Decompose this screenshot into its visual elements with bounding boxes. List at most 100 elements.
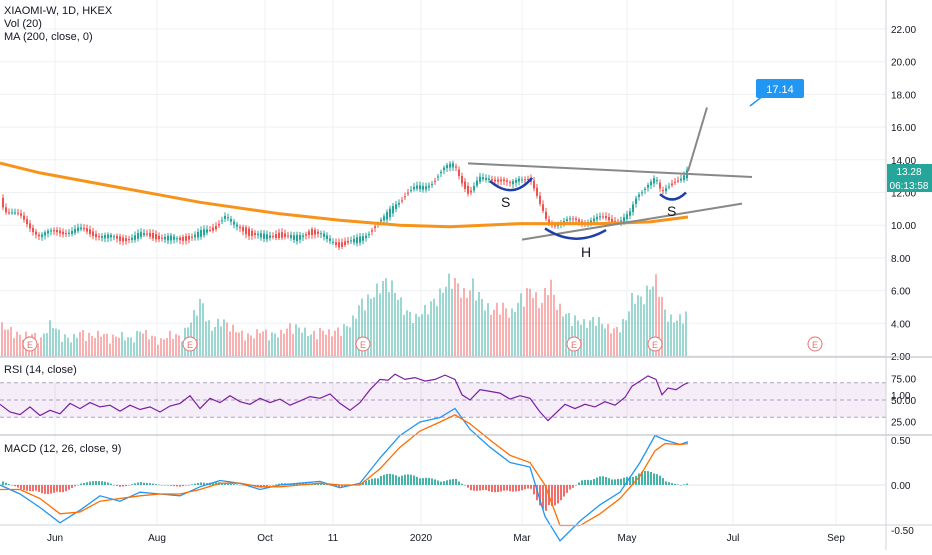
candle-body (23, 215, 25, 220)
macd-histogram-bar (140, 482, 142, 485)
volume-bar (67, 337, 69, 356)
macd-histogram-bar (611, 479, 613, 485)
head-label: H (581, 244, 591, 260)
macd-histogram-bar (197, 482, 199, 485)
volume-bar (484, 310, 486, 356)
macd-histogram-bar (11, 485, 13, 486)
volume-bar (448, 273, 450, 356)
macd-histogram-bar (539, 485, 541, 506)
candle-body (575, 218, 577, 220)
candle-body (500, 179, 502, 182)
volume-bar (433, 298, 435, 356)
candle-body (29, 223, 31, 229)
volume-bar (466, 297, 468, 356)
macd-histogram-bar (398, 476, 400, 485)
volume-bar (580, 324, 582, 356)
macd-histogram-bar (446, 480, 448, 485)
candle-body (638, 194, 640, 197)
volume-bar (97, 330, 99, 356)
candle-body (404, 196, 406, 198)
candle-body (602, 216, 604, 218)
macd-histogram-bar (134, 483, 136, 485)
volume-bar (661, 296, 663, 356)
candle-body (92, 231, 94, 237)
macd-histogram-bar (557, 485, 559, 504)
volume-bar (262, 331, 264, 356)
macd-histogram-bar (173, 485, 175, 487)
macd-histogram-bar (575, 485, 577, 486)
macd-histogram-bar (239, 484, 241, 486)
macd-histogram-bar (71, 485, 73, 488)
volume-bar (652, 286, 654, 356)
symbol-title: XIAOMI-W, 1D, HKEX (4, 5, 113, 17)
volume-bar (355, 318, 357, 356)
macd-histogram-bar (587, 479, 589, 485)
candle-body (146, 233, 148, 235)
volume-bar (409, 311, 411, 356)
candle-body (605, 216, 607, 219)
candle-body (47, 230, 49, 234)
volume-bar (607, 324, 609, 356)
volume-bar (316, 339, 318, 356)
macd-histogram-bar (212, 482, 214, 485)
macd-histogram-bar (491, 485, 493, 492)
candle-body (572, 218, 574, 220)
candle-body (413, 186, 415, 190)
volume-bar (511, 308, 513, 356)
macd-histogram-bar (512, 485, 514, 492)
volume-bar (7, 329, 9, 356)
volume-bar (340, 335, 342, 356)
macd-histogram-bar (146, 482, 148, 485)
macd-histogram-bar (476, 485, 478, 491)
macd-histogram-bar (389, 473, 391, 485)
macd-histogram-bar (401, 475, 403, 485)
candle-body (257, 233, 259, 236)
candle-body (647, 184, 649, 188)
volume-bar (538, 308, 540, 356)
volume-bar (649, 289, 651, 356)
candle-body (80, 227, 82, 230)
volume-bar (352, 315, 354, 356)
candle-body (668, 186, 670, 188)
macd-histogram-bar (119, 485, 121, 487)
volume-bar (58, 329, 60, 356)
candle-body (200, 230, 202, 237)
volume-bar (229, 331, 231, 356)
volume-bar (157, 344, 159, 356)
volume-bar (640, 296, 642, 356)
volume-bar (676, 320, 678, 356)
candle-body (593, 218, 595, 222)
candle-body (341, 242, 343, 247)
candle-body (26, 219, 28, 225)
volume-bar (634, 303, 636, 356)
volume-bar (454, 277, 456, 356)
volume-bar (61, 341, 63, 356)
candle-body (443, 167, 445, 171)
macd-histogram-bar (164, 485, 166, 486)
volume-bar (394, 292, 396, 356)
candle-body (182, 236, 184, 241)
volume-bar (196, 315, 198, 356)
macd-histogram-bar (188, 485, 190, 486)
volume-bar (556, 309, 558, 356)
candle-body (158, 235, 160, 240)
candle-body (38, 234, 40, 237)
price-tick-label: 22.00 (891, 25, 916, 36)
candle-body (287, 235, 289, 237)
price-tick-label: 6.00 (891, 287, 911, 298)
candle-body (374, 226, 376, 229)
macd-histogram-bar (167, 485, 169, 486)
candle-body (512, 181, 514, 185)
time-tick-label: Sep (827, 533, 845, 544)
macd-histogram-bar (266, 485, 268, 487)
macd-histogram-bar (428, 477, 430, 485)
candle-body (626, 214, 628, 219)
volume-bar (121, 331, 123, 356)
macd-histogram-bar (479, 485, 481, 491)
candle-body (149, 232, 151, 237)
target-callout[interactable]: 17.14 (749, 79, 804, 107)
macd-histogram-bar (590, 480, 592, 485)
volume-bar (385, 278, 387, 356)
macd-histogram-bar (632, 477, 634, 485)
